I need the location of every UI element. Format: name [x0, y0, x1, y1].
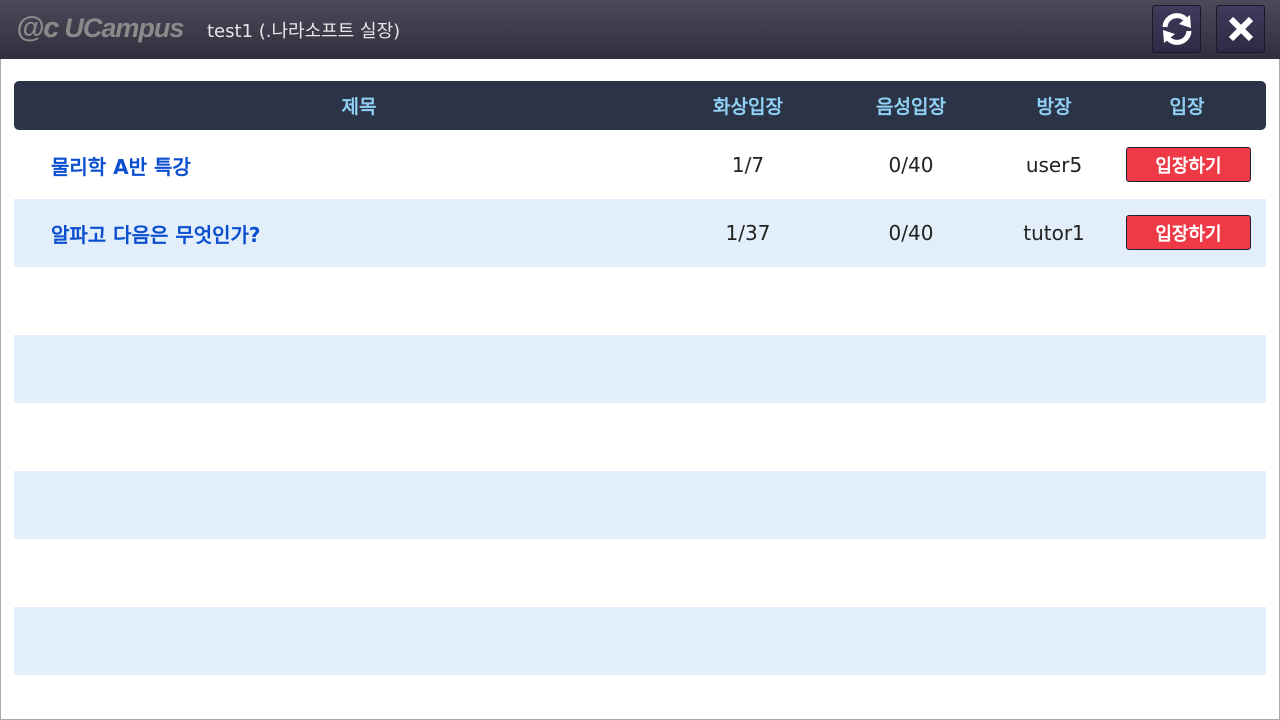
refresh-button[interactable]: [1152, 5, 1201, 53]
table-header: 제목 화상입장 음성입장 방장 입장: [14, 81, 1266, 130]
video-count: 1/7: [731, 153, 765, 177]
video-count: 1/37: [725, 221, 771, 245]
header-enter: 입장: [1169, 96, 1205, 118]
header-audio: 음성입장: [876, 96, 946, 118]
header-title: 제목: [341, 96, 377, 118]
empty-row: [14, 267, 1266, 335]
audio-count: 0/40: [888, 221, 934, 245]
host-name: tutor1: [1023, 221, 1085, 245]
empty-row: [14, 403, 1266, 471]
enter-button[interactable]: 입장하기: [1126, 215, 1251, 250]
close-icon: [1228, 16, 1253, 42]
table-row: 알파고 다음은 무엇인가? 1/37 0/40 tutor1 입장하기: [14, 199, 1266, 267]
refresh-icon: [1162, 13, 1191, 45]
window-title: test1 (.나라소프트 실장): [207, 21, 401, 42]
ucampus-logo: @c UCampus: [16, 12, 184, 45]
table-row: 물리학 A반 특강 1/7 0/40 user5 입장하기: [14, 131, 1266, 199]
empty-row: [14, 335, 1266, 403]
empty-row: [14, 539, 1266, 607]
empty-row: [14, 607, 1266, 675]
title-bar: @c UCampus test1 (.나라소프트 실장): [0, 0, 1280, 59]
logo-mark: @c: [16, 12, 59, 44]
room-title[interactable]: 알파고 다음은 무엇인가?: [51, 222, 261, 247]
header-host: 방장: [1036, 96, 1072, 118]
empty-row: [14, 471, 1266, 539]
header-video: 화상입장: [713, 96, 783, 118]
logo-text: UCampus: [64, 13, 184, 43]
host-name: user5: [1025, 153, 1083, 177]
close-button[interactable]: [1216, 5, 1265, 53]
room-title[interactable]: 물리학 A반 특강: [51, 154, 191, 179]
audio-count: 0/40: [888, 153, 934, 177]
enter-button[interactable]: 입장하기: [1126, 147, 1251, 182]
